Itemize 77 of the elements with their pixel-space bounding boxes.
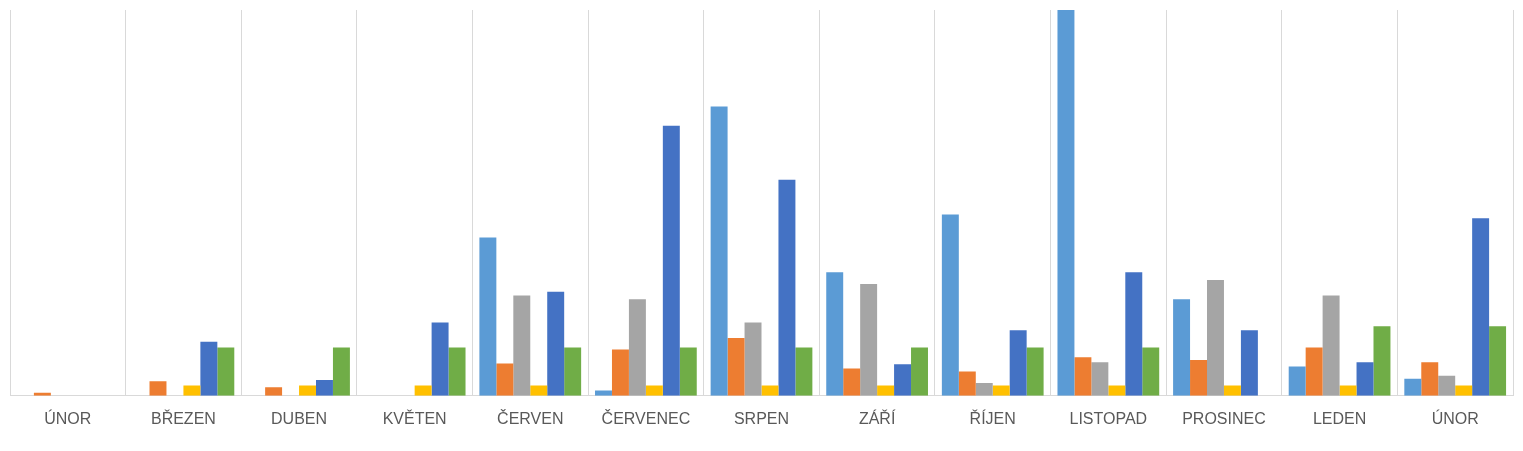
bar	[530, 385, 548, 396]
bar	[1223, 385, 1241, 396]
bar	[217, 347, 235, 396]
bar	[992, 385, 1010, 396]
bar	[1438, 375, 1456, 396]
bar	[200, 341, 218, 396]
bar	[1404, 378, 1422, 396]
bar	[1057, 10, 1075, 396]
bar	[628, 299, 646, 396]
bar	[595, 390, 612, 396]
bar	[1207, 280, 1224, 396]
bar	[1322, 295, 1340, 396]
bar	[958, 371, 976, 396]
bar	[149, 381, 167, 396]
bar	[761, 385, 779, 396]
bar	[975, 383, 993, 396]
x-tick-label: ZÁŘÍ	[858, 408, 896, 427]
bar	[448, 347, 466, 396]
bar	[860, 283, 878, 396]
bar	[1142, 347, 1160, 396]
bar	[547, 291, 565, 396]
x-tick-label: ČERVENEC	[601, 408, 691, 427]
bar	[710, 106, 728, 396]
x-tick-label: DUBEN	[271, 409, 328, 427]
bar	[778, 179, 796, 396]
bar	[479, 237, 497, 396]
bar	[1091, 362, 1109, 396]
bar	[795, 347, 813, 396]
bar	[1240, 330, 1258, 396]
bar	[1339, 385, 1357, 396]
x-tick-label: SRPEN	[733, 409, 790, 427]
x-tick-label: ÚNOR	[44, 408, 92, 427]
bar	[941, 214, 959, 396]
x-tick-label: LISTOPAD	[1069, 409, 1148, 427]
bar	[332, 347, 350, 396]
bar	[1472, 218, 1490, 396]
bar	[894, 364, 912, 396]
bar	[727, 337, 745, 396]
bar	[1421, 362, 1439, 396]
x-tick-label: KVĚTEN	[382, 408, 447, 427]
x-tick-label: ŘÍJEN	[969, 408, 1016, 427]
bar	[1125, 272, 1143, 396]
bar	[662, 125, 680, 396]
bar	[911, 347, 928, 396]
bar	[1074, 357, 1092, 396]
bar	[1373, 326, 1391, 396]
bar	[877, 385, 895, 396]
bar	[431, 322, 449, 396]
bar	[564, 347, 582, 396]
x-tick-label: ÚNOR	[1431, 408, 1479, 427]
bar	[299, 385, 316, 396]
bar	[1190, 359, 1208, 396]
bar	[611, 349, 629, 396]
bar	[183, 385, 201, 396]
bar	[1489, 326, 1507, 396]
bar	[645, 385, 663, 396]
bar	[826, 272, 844, 396]
bar	[1305, 347, 1323, 396]
bar	[1009, 330, 1027, 396]
bar	[744, 322, 762, 396]
bar	[496, 363, 514, 396]
x-tick-label: ČERVEN	[497, 408, 564, 427]
bar	[1356, 362, 1374, 396]
bar	[1173, 299, 1191, 396]
bar	[414, 385, 432, 396]
bar	[1026, 347, 1044, 396]
x-tick-label: LEDEN	[1312, 409, 1367, 427]
bar	[265, 387, 283, 396]
x-tick-label: PROSINEC	[1182, 409, 1266, 427]
bar	[316, 379, 333, 396]
bar	[679, 347, 697, 396]
bar	[843, 368, 861, 396]
x-tick-label: BŘEZEN	[150, 408, 216, 427]
bar	[1288, 366, 1306, 396]
bar	[513, 295, 531, 396]
bar	[1108, 385, 1126, 396]
bar	[1455, 385, 1473, 396]
